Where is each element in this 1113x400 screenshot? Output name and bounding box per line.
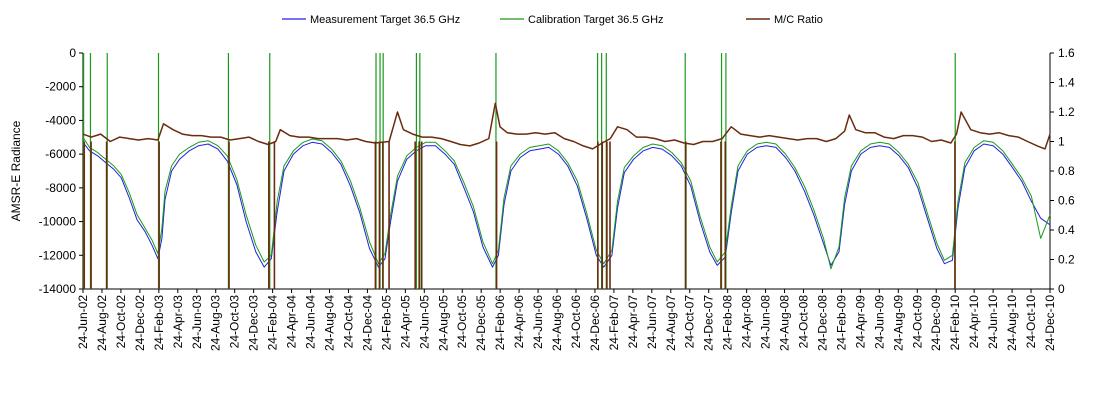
x-tick-label: 24-Oct-08 (797, 295, 811, 349)
x-tick-label: 24-Aug-06 (550, 295, 564, 351)
series-line-calibration (82, 137, 1051, 270)
x-tick-label: 24-Oct-06 (569, 295, 583, 349)
x-tick-label: 24-Dec-09 (929, 295, 943, 351)
x-tick-label: 24-Apr-08 (740, 295, 754, 349)
y-tick-label: -12000 (39, 248, 77, 262)
x-tick-label: 24-Feb-04 (266, 295, 280, 351)
x-tick-label: 24-Aug-07 (664, 295, 678, 351)
x-tick-label: 24-Aug-04 (322, 295, 336, 351)
x-tick-label: 24-Jun-02 (76, 295, 90, 349)
x-axis-ticks: 24-Jun-02 24-Aug-02 24-Oct-02 24-Dec-02 24-F… (76, 289, 1057, 351)
x-tick-label: 24-Dec-07 (702, 295, 716, 351)
series-calibration (82, 53, 1051, 289)
y-tick-label: -6000 (45, 147, 76, 161)
x-tick-label: 24-Feb-06 (493, 295, 507, 351)
y-tick-label: -10000 (39, 215, 77, 229)
legend-label-calibration: Calibration Target 36.5 GHz (528, 14, 664, 26)
y2-tick-label: 1 (1058, 135, 1065, 149)
y2-tick-label: 0.6 (1058, 194, 1075, 208)
right-axis-ticks: 0 0.2 0.4 0.6 0.8 1 1.2 1.4 1.6 (1050, 46, 1075, 296)
x-tick-label: 24-Oct-03 (228, 295, 242, 349)
x-tick-label: 24-Apr-04 (285, 295, 299, 349)
y-tick-label: -14000 (39, 282, 77, 296)
legend-label-measurement: Measurement Target 36.5 GHz (310, 14, 460, 26)
x-tick-label: 24-Apr-06 (512, 295, 526, 349)
x-tick-label: 24-Jun-08 (759, 295, 773, 349)
x-tick-label: 24-Oct-04 (341, 295, 355, 349)
x-tick-label: 24-Dec-06 (588, 295, 602, 351)
x-tick-label: 24-Feb-03 (152, 295, 166, 351)
x-tick-label: 24-Feb-07 (607, 295, 621, 351)
y2-tick-label: 1.4 (1058, 76, 1075, 90)
x-tick-label: 24-Aug-08 (778, 295, 792, 351)
x-tick-label: 24-Oct-02 (114, 295, 128, 349)
y2-tick-label: 1.6 (1058, 46, 1075, 60)
x-tick-label: 24-Apr-10 (967, 295, 981, 349)
x-tick-label: 24-Feb-08 (721, 295, 735, 351)
x-tick-label: 24-Feb-10 (948, 295, 962, 351)
series-measurement (82, 141, 1051, 268)
series-layer (82, 53, 1051, 289)
x-tick-label: 24-Aug-10 (1005, 295, 1019, 351)
series-line-measurement (82, 141, 1051, 268)
y2-tick-label: 0.2 (1058, 253, 1075, 267)
x-tick-label: 24-Jun-03 (190, 295, 204, 349)
series-ratio (82, 102, 1051, 289)
x-tick-label: 24-Aug-05 (436, 295, 450, 351)
legend-label-ratio: M/C Ratio (774, 14, 823, 26)
x-tick-label: 24-Oct-07 (683, 295, 697, 349)
y-tick-label: -2000 (45, 80, 76, 94)
x-tick-label: 24-Apr-05 (398, 295, 412, 349)
y-axis-label: AMSR-E Radiance (9, 120, 23, 221)
x-tick-label: 24-Apr-07 (626, 295, 640, 349)
x-tick-label: 24-Dec-02 (133, 295, 147, 351)
x-tick-label: 24-Jun-07 (645, 295, 659, 349)
y2-tick-label: 0.4 (1058, 223, 1075, 237)
y-tick-label: 0 (69, 46, 76, 60)
x-tick-label: 24-Apr-03 (171, 295, 185, 349)
x-tick-label: 24-Dec-05 (474, 295, 488, 351)
y-tick-label: -4000 (45, 113, 76, 127)
x-tick-label: 24-Oct-05 (455, 295, 469, 349)
x-tick-label: 24-Jun-05 (417, 295, 431, 349)
x-tick-label: 24-Oct-09 (910, 295, 924, 349)
x-tick-label: 24-Dec-04 (360, 295, 374, 351)
x-tick-label: 24-Jun-06 (531, 295, 545, 349)
x-tick-label: 24-Feb-09 (834, 295, 848, 351)
x-tick-label: 24-Jun-10 (986, 295, 1000, 349)
x-tick-label: 24-Aug-03 (209, 295, 223, 351)
y2-tick-label: 1.2 (1058, 105, 1075, 119)
left-axis-ticks: 0 -2000 -4000 -6000 -8000 -10000 -12000 -14000 (39, 46, 83, 296)
series-line-ratio (82, 102, 1051, 150)
x-tick-label: 24-Apr-09 (853, 295, 867, 349)
x-tick-label: 24-Oct-10 (1024, 295, 1038, 349)
y-tick-label: -8000 (45, 181, 76, 195)
x-tick-label: 24-Feb-05 (379, 295, 393, 351)
x-tick-label: 24-Jun-09 (872, 295, 886, 349)
legend: Measurement Target 36.5 GHz Calibration … (282, 14, 823, 26)
x-tick-label: 24-Aug-02 (95, 295, 109, 351)
x-tick-label: 24-Jun-04 (304, 295, 318, 349)
x-tick-label: 24-Dec-08 (815, 295, 829, 351)
y2-tick-label: 0 (1058, 282, 1065, 296)
x-tick-label: 24-Dec-10 (1043, 295, 1057, 351)
x-tick-label: 24-Aug-09 (891, 295, 905, 351)
y2-tick-label: 0.8 (1058, 164, 1075, 178)
x-tick-label: 24-Dec-03 (247, 295, 261, 351)
